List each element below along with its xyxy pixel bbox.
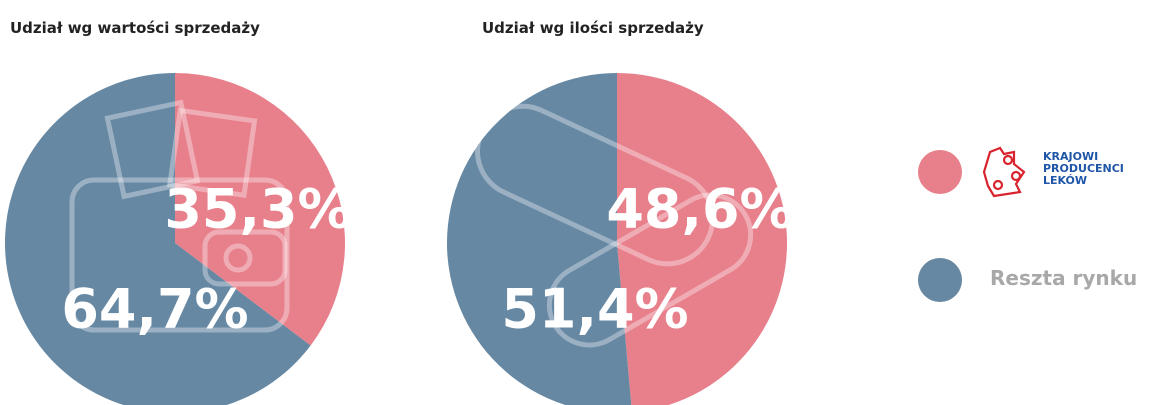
legend-label: Reszta rynku (990, 266, 1138, 290)
data-label: 64,7% (61, 278, 248, 341)
wallet-icon (69, 99, 290, 333)
legend-label: KRAJOWI PRODUCENCI LEKÓW (1043, 150, 1124, 187)
chart-title: Udział wg ilości sprzedaży (482, 19, 704, 37)
pie-slice (617, 73, 787, 405)
pie-slice (175, 73, 345, 346)
data-label: 48,6% (606, 178, 793, 241)
chart-title: Udział wg wartości sprzedaży (10, 19, 260, 37)
pie-slice (5, 73, 311, 405)
legend-swatch (918, 150, 962, 194)
legend-swatch (918, 258, 962, 302)
pie-slice (447, 73, 632, 405)
data-label: 35,3% (164, 178, 351, 241)
pies (5, 73, 787, 405)
pills-icon (474, 103, 754, 348)
data-label: 51,4% (501, 278, 688, 341)
logo-icon (982, 146, 1026, 198)
